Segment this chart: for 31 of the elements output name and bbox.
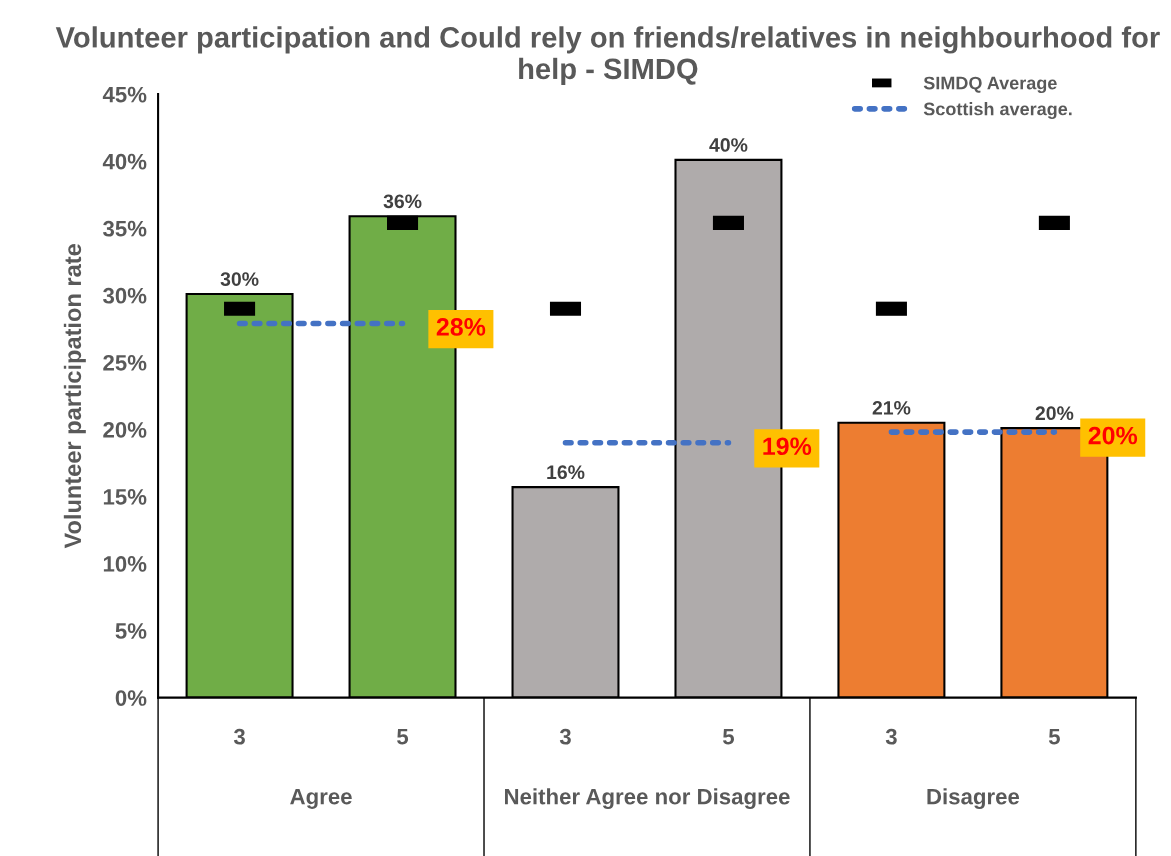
legend-label: Scottish average. — [923, 102, 1072, 120]
data-label: 16% — [547, 465, 585, 480]
x-tick-label: 3 — [233, 728, 245, 745]
y-tick-label: 45% — [102, 86, 147, 103]
y-axis-title: Volunteer participation rate — [63, 244, 86, 549]
data-label: 28% — [436, 318, 486, 336]
text: Agree — [290, 788, 352, 809]
y-tick-label: 25% — [103, 354, 147, 371]
data-label: 19% — [763, 437, 812, 456]
x-tick-label: 5 — [722, 729, 735, 745]
legend-label: SIMDQ Average — [923, 76, 1057, 94]
text: Disagree — [927, 788, 1020, 809]
y-tick-label: 40% — [102, 153, 147, 170]
x-tick-label: 3 — [885, 728, 897, 745]
data-label: 21% — [872, 400, 911, 415]
y-tick-label: 35% — [103, 220, 147, 237]
data-label: 40% — [709, 138, 748, 152]
data-label: 36% — [383, 194, 422, 209]
data-label: 20% — [1088, 426, 1138, 445]
x-tick-label: 3 — [559, 728, 571, 745]
x-tick-label: 5 — [1048, 729, 1060, 745]
y-tick-label: 20% — [103, 421, 147, 438]
data-label: 30% — [220, 272, 259, 286]
x-tick-label: 5 — [397, 729, 409, 745]
y-tick-label: 0% — [115, 690, 147, 706]
y-tick-label: 5% — [115, 623, 147, 639]
y-tick-label: 10% — [103, 556, 147, 572]
y-tick-label: 15% — [103, 489, 147, 505]
text: Neither Agree nor Disagree — [505, 788, 790, 809]
data-label: 20% — [1035, 406, 1074, 421]
y-tick-label: 30% — [103, 287, 147, 304]
